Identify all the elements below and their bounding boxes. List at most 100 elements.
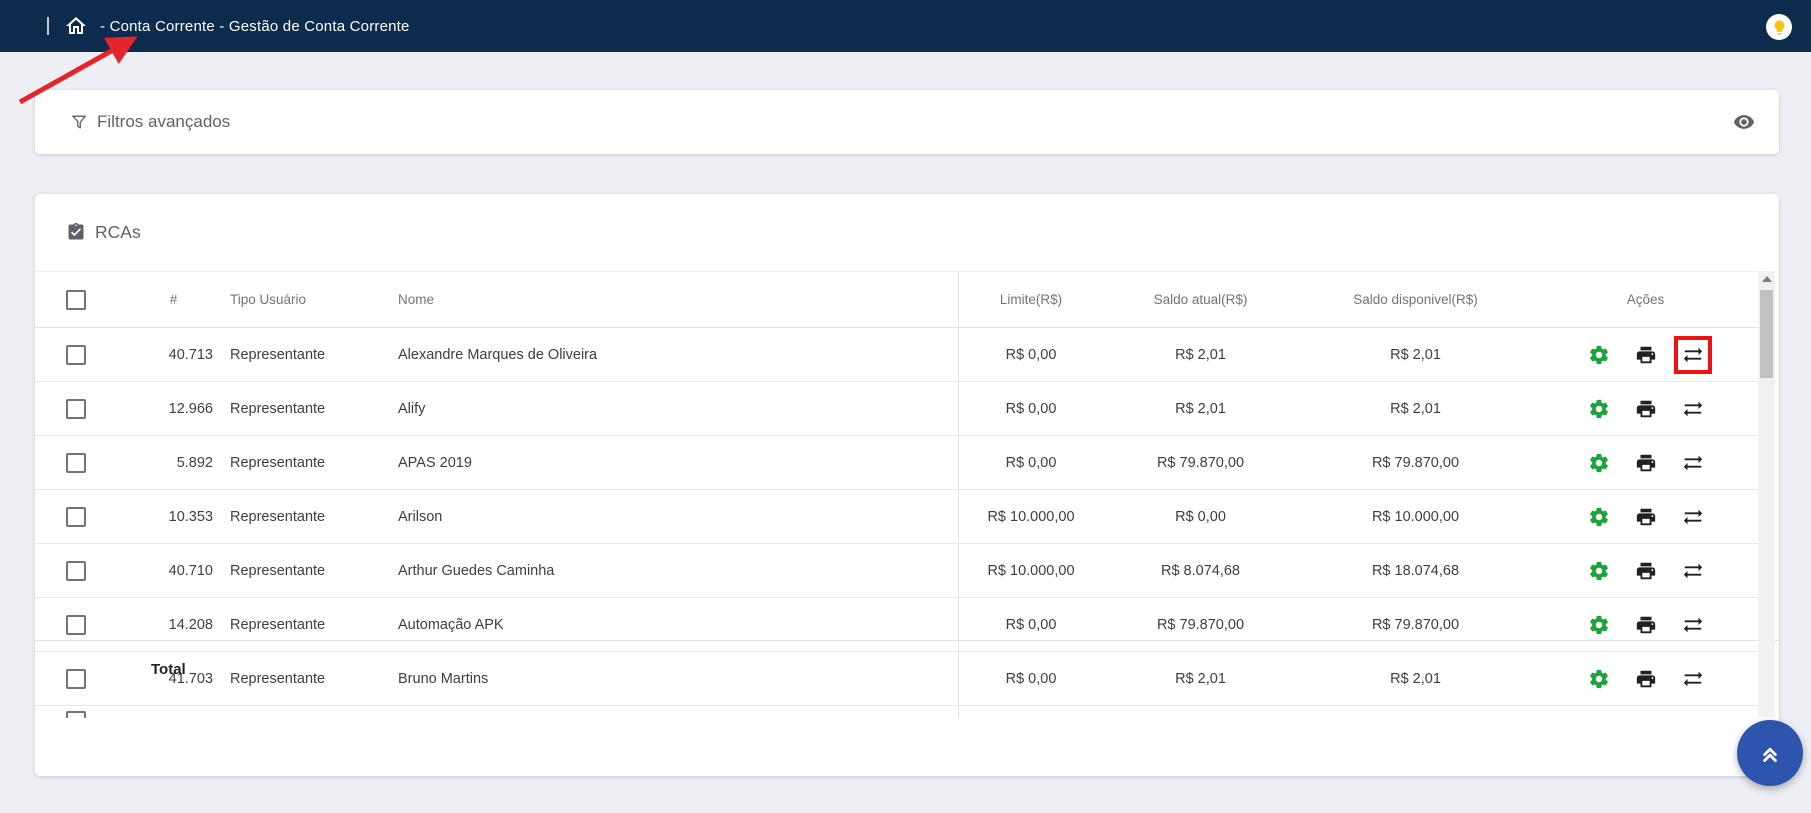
cell-saldo-disponivel: R$ 2,01	[1390, 346, 1441, 363]
cell-saldo-disponivel: R$ 2,01	[1390, 670, 1441, 687]
filters-panel: Filtros avançados	[35, 90, 1779, 154]
print-button[interactable]	[1634, 343, 1658, 367]
transfer-arrows-icon	[1683, 671, 1702, 686]
print-button[interactable]	[1634, 505, 1658, 529]
transfer-button[interactable]	[1681, 613, 1705, 637]
table-row: 40.710 Representante Arthur Guedes Camin…	[35, 544, 1758, 598]
settings-button[interactable]	[1587, 343, 1611, 367]
table-row: 40.713 Representante Alexandre Marques d…	[35, 328, 1758, 382]
cell-saldo-atual: R$ 8.074,68	[1160, 562, 1240, 579]
row-checkbox[interactable]	[66, 614, 86, 635]
column-header-nome: Nome	[398, 292, 435, 307]
select-all-checkbox[interactable]	[66, 289, 86, 310]
print-button[interactable]	[1634, 667, 1658, 691]
cell-nome: Alify	[398, 400, 426, 417]
settings-button[interactable]	[1587, 451, 1611, 475]
cell-saldo-atual: R$ 2,01	[1175, 670, 1226, 687]
transfer-button[interactable]	[1681, 667, 1705, 691]
double-chevron-up-icon	[1763, 747, 1777, 762]
cell-nome: Automação APK	[398, 616, 504, 633]
printer-icon	[1636, 346, 1655, 363]
cell-tipo-usuario: Representante	[230, 670, 326, 687]
help-lightbulb-button[interactable]	[1766, 14, 1792, 40]
transfer-arrows-icon	[1683, 347, 1702, 362]
cell-limite: R$ 0,00	[958, 328, 1103, 381]
row-checkbox[interactable]	[66, 506, 86, 527]
cell-id: 10.353	[168, 508, 213, 525]
rcas-panel-header: RCAs	[35, 194, 1779, 271]
cell-limite: R$ 0,00	[958, 382, 1103, 435]
filters-title[interactable]: Filtros avançados	[97, 112, 231, 131]
row-checkbox[interactable]	[66, 668, 86, 689]
column-header-saldo-atual: Saldo atual(R$)	[1153, 292, 1248, 307]
cell-acoes	[1533, 652, 1758, 705]
printer-icon	[1636, 454, 1655, 471]
vertical-scrollbar[interactable]	[1758, 271, 1775, 717]
settings-button[interactable]	[1587, 667, 1611, 691]
cell-saldo-atual: R$ 79.870,00	[1156, 616, 1245, 633]
cell-saldo-disponivel: R$ 2,01	[1390, 400, 1441, 417]
cell-acoes	[1533, 490, 1758, 543]
cell-limite: R$ 0,00	[958, 598, 1103, 651]
table-row-partial	[35, 706, 1758, 718]
cell-limite: R$ 0,00	[958, 652, 1103, 705]
total-label: Total	[151, 661, 186, 678]
table-row: 5.892 Representante APAS 2019 R$ 0,00 R$…	[35, 436, 1758, 490]
eye-icon[interactable]	[1733, 111, 1755, 133]
row-checkbox[interactable]	[66, 560, 86, 581]
row-checkbox[interactable]	[66, 452, 86, 473]
cell-nome: Bruno Martins	[398, 670, 489, 687]
gear-icon	[1589, 345, 1608, 364]
table-row: 12.966 Representante Alify R$ 0,00 R$ 2,…	[35, 382, 1758, 436]
breadcrumb[interactable]: - Conta Corrente - Gestão de Conta Corre…	[100, 17, 410, 35]
table-header-row: # Tipo Usuário Nome Limite(R$) Saldo atu…	[35, 272, 1758, 328]
scrollbar-thumb[interactable]	[1760, 290, 1773, 378]
table-body: 40.713 Representante Alexandre Marques d…	[35, 328, 1758, 706]
cell-acoes	[1533, 436, 1758, 489]
cell-acoes	[1533, 328, 1758, 381]
column-header-limite: Limite(R$)	[958, 272, 1103, 327]
cell-saldo-disponivel: R$ 79.870,00	[1371, 454, 1460, 471]
gear-icon	[1589, 561, 1608, 580]
transfer-button[interactable]	[1681, 451, 1705, 475]
cell-acoes	[1533, 382, 1758, 435]
transfer-button[interactable]	[1681, 505, 1705, 529]
print-button[interactable]	[1634, 559, 1658, 583]
row-checkbox[interactable]	[66, 711, 86, 718]
settings-button[interactable]	[1587, 397, 1611, 421]
print-button[interactable]	[1634, 451, 1658, 475]
gear-icon	[1589, 669, 1608, 688]
cell-tipo-usuario: Representante	[230, 616, 326, 633]
transfer-arrows-icon	[1683, 509, 1702, 524]
table-row: 14.208 Representante Automação APK R$ 0,…	[35, 598, 1758, 652]
row-checkbox[interactable]	[66, 398, 86, 419]
topbar: - Conta Corrente - Gestão de Conta Corre…	[0, 0, 1811, 52]
cell-id: 40.710	[168, 562, 213, 579]
cell-nome: Arthur Guedes Caminha	[398, 562, 555, 579]
column-header-id: #	[169, 292, 178, 307]
printer-icon	[1636, 400, 1655, 417]
settings-button[interactable]	[1587, 613, 1611, 637]
settings-button[interactable]	[1587, 505, 1611, 529]
print-button[interactable]	[1634, 397, 1658, 421]
row-checkbox[interactable]	[66, 344, 86, 365]
cell-saldo-disponivel: R$ 79.870,00	[1371, 616, 1460, 633]
table-row: 41.703 Representante Bruno Martins R$ 0,…	[35, 652, 1758, 706]
cell-saldo-atual: R$ 79.870,00	[1156, 454, 1245, 471]
cell-acoes	[1533, 544, 1758, 597]
printer-icon	[1636, 670, 1655, 687]
scroll-to-top-button[interactable]	[1737, 720, 1803, 786]
cell-saldo-disponivel: R$ 18.074,68	[1371, 562, 1460, 579]
printer-icon	[1636, 508, 1655, 525]
transfer-button[interactable]	[1673, 335, 1712, 374]
cell-limite: R$ 0,00	[958, 436, 1103, 489]
scroll-up-arrow-icon[interactable]	[1758, 271, 1775, 287]
home-icon[interactable]	[64, 14, 88, 38]
settings-button[interactable]	[1587, 559, 1611, 583]
print-button[interactable]	[1634, 613, 1658, 637]
transfer-button[interactable]	[1681, 559, 1705, 583]
cell-id: 12.966	[168, 400, 213, 417]
transfer-button[interactable]	[1681, 397, 1705, 421]
gear-icon	[1589, 615, 1608, 634]
cell-id: 40.713	[168, 346, 213, 363]
